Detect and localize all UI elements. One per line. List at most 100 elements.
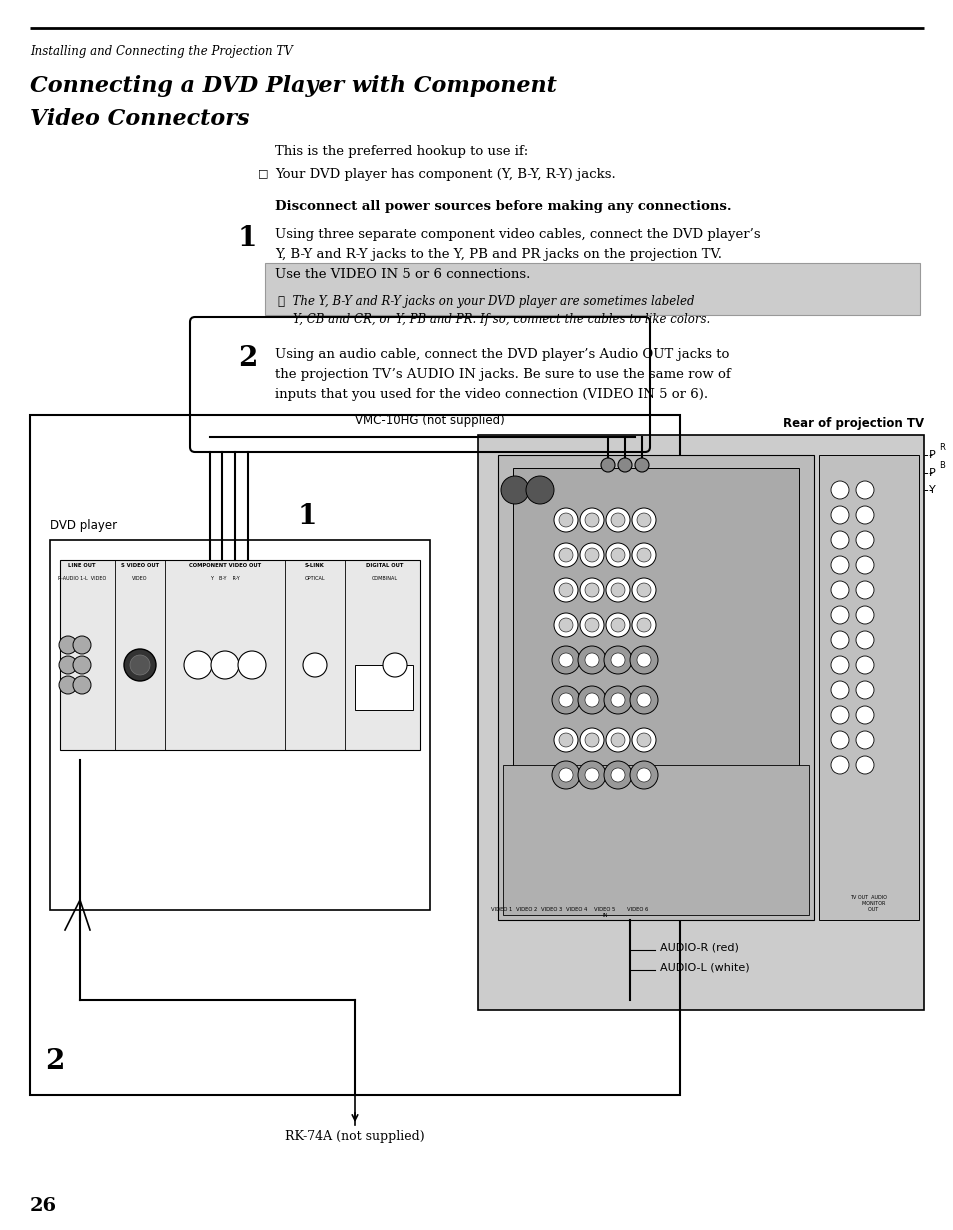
Circle shape bbox=[637, 549, 650, 562]
Circle shape bbox=[554, 728, 578, 752]
Text: Y, B-Y and R-Y jacks to the Y, PB and PR jacks on the projection TV.: Y, B-Y and R-Y jacks to the Y, PB and PR… bbox=[274, 248, 721, 261]
Circle shape bbox=[629, 761, 658, 788]
Circle shape bbox=[830, 606, 848, 624]
Circle shape bbox=[610, 653, 624, 667]
Text: AUDIO-R (red): AUDIO-R (red) bbox=[659, 943, 739, 953]
Circle shape bbox=[855, 681, 873, 699]
Circle shape bbox=[579, 578, 603, 601]
Circle shape bbox=[211, 651, 239, 679]
Circle shape bbox=[552, 646, 579, 674]
Circle shape bbox=[130, 656, 150, 675]
Circle shape bbox=[629, 646, 658, 674]
Text: S-LINK: S-LINK bbox=[305, 563, 325, 568]
Circle shape bbox=[855, 606, 873, 624]
Circle shape bbox=[237, 651, 266, 679]
Bar bbox=[477, 435, 923, 1010]
Circle shape bbox=[631, 613, 656, 637]
Circle shape bbox=[855, 731, 873, 749]
Text: Disconnect all power sources before making any connections.: Disconnect all power sources before maki… bbox=[274, 200, 731, 213]
Circle shape bbox=[830, 631, 848, 649]
Circle shape bbox=[830, 556, 848, 574]
Circle shape bbox=[637, 513, 650, 526]
Text: DIGITAL OUT: DIGITAL OUT bbox=[366, 563, 403, 568]
Circle shape bbox=[610, 513, 624, 526]
Circle shape bbox=[610, 549, 624, 562]
Text: S VIDEO OUT: S VIDEO OUT bbox=[121, 563, 159, 568]
Text: P: P bbox=[928, 467, 935, 478]
Text: 1: 1 bbox=[297, 503, 317, 530]
Text: VIDEO 3: VIDEO 3 bbox=[540, 907, 562, 911]
Circle shape bbox=[554, 542, 578, 567]
Circle shape bbox=[603, 646, 631, 674]
Circle shape bbox=[605, 578, 629, 601]
Circle shape bbox=[830, 706, 848, 724]
Text: VIDEO: VIDEO bbox=[132, 576, 148, 581]
Text: LINE OUT: LINE OUT bbox=[69, 563, 95, 568]
Circle shape bbox=[552, 686, 579, 713]
Circle shape bbox=[584, 768, 598, 782]
Circle shape bbox=[830, 656, 848, 674]
Circle shape bbox=[578, 686, 605, 713]
Text: VMC-10HG (not supplied): VMC-10HG (not supplied) bbox=[355, 415, 504, 427]
Circle shape bbox=[830, 731, 848, 749]
Circle shape bbox=[605, 728, 629, 752]
Circle shape bbox=[124, 649, 156, 681]
Circle shape bbox=[830, 756, 848, 774]
Circle shape bbox=[610, 733, 624, 747]
Circle shape bbox=[59, 656, 77, 674]
Text: VIDEO 1: VIDEO 1 bbox=[491, 907, 512, 911]
Circle shape bbox=[605, 542, 629, 567]
Circle shape bbox=[558, 733, 573, 747]
Circle shape bbox=[558, 583, 573, 597]
Text: inputs that you used for the video connection (VIDEO IN 5 or 6).: inputs that you used for the video conne… bbox=[274, 387, 707, 401]
Circle shape bbox=[637, 583, 650, 597]
Text: Y: Y bbox=[928, 485, 935, 494]
Circle shape bbox=[637, 733, 650, 747]
Circle shape bbox=[830, 481, 848, 499]
Circle shape bbox=[584, 617, 598, 632]
Text: DVD player: DVD player bbox=[50, 519, 117, 533]
Text: COMBINAL: COMBINAL bbox=[372, 576, 397, 581]
Circle shape bbox=[855, 581, 873, 599]
Circle shape bbox=[637, 653, 650, 667]
Bar bbox=[502, 765, 808, 915]
Circle shape bbox=[584, 549, 598, 562]
Circle shape bbox=[554, 578, 578, 601]
Circle shape bbox=[579, 508, 603, 533]
Circle shape bbox=[303, 653, 327, 676]
Circle shape bbox=[631, 728, 656, 752]
Circle shape bbox=[73, 636, 91, 654]
Circle shape bbox=[579, 542, 603, 567]
Circle shape bbox=[579, 613, 603, 637]
Circle shape bbox=[578, 646, 605, 674]
Text: P: P bbox=[928, 450, 935, 460]
Text: TV OUT  AUDIO
      MONITOR
      OUT: TV OUT AUDIO MONITOR OUT bbox=[850, 895, 886, 911]
Text: COMPONENT VIDEO OUT: COMPONENT VIDEO OUT bbox=[189, 563, 261, 568]
Circle shape bbox=[618, 458, 631, 472]
Circle shape bbox=[631, 578, 656, 601]
Circle shape bbox=[637, 692, 650, 707]
Circle shape bbox=[73, 676, 91, 694]
Text: Using an audio cable, connect the DVD player’s Audio OUT jacks to: Using an audio cable, connect the DVD pl… bbox=[274, 348, 729, 360]
Circle shape bbox=[558, 692, 573, 707]
Circle shape bbox=[552, 761, 579, 788]
Circle shape bbox=[59, 676, 77, 694]
Text: 1: 1 bbox=[237, 225, 257, 252]
Circle shape bbox=[855, 481, 873, 499]
Text: VIDEO 4: VIDEO 4 bbox=[566, 907, 587, 911]
Bar bbox=[265, 263, 919, 315]
Circle shape bbox=[184, 651, 212, 679]
Text: 26: 26 bbox=[30, 1197, 57, 1215]
Text: VIDEO 2: VIDEO 2 bbox=[516, 907, 537, 911]
Circle shape bbox=[637, 617, 650, 632]
Circle shape bbox=[855, 506, 873, 524]
Circle shape bbox=[584, 653, 598, 667]
Circle shape bbox=[610, 768, 624, 782]
Bar bbox=[60, 560, 419, 750]
Circle shape bbox=[558, 549, 573, 562]
Text: IN: IN bbox=[601, 913, 607, 918]
Text: 2: 2 bbox=[237, 344, 257, 371]
Circle shape bbox=[830, 581, 848, 599]
Circle shape bbox=[73, 656, 91, 674]
Text: Rear of projection TV: Rear of projection TV bbox=[782, 417, 923, 430]
